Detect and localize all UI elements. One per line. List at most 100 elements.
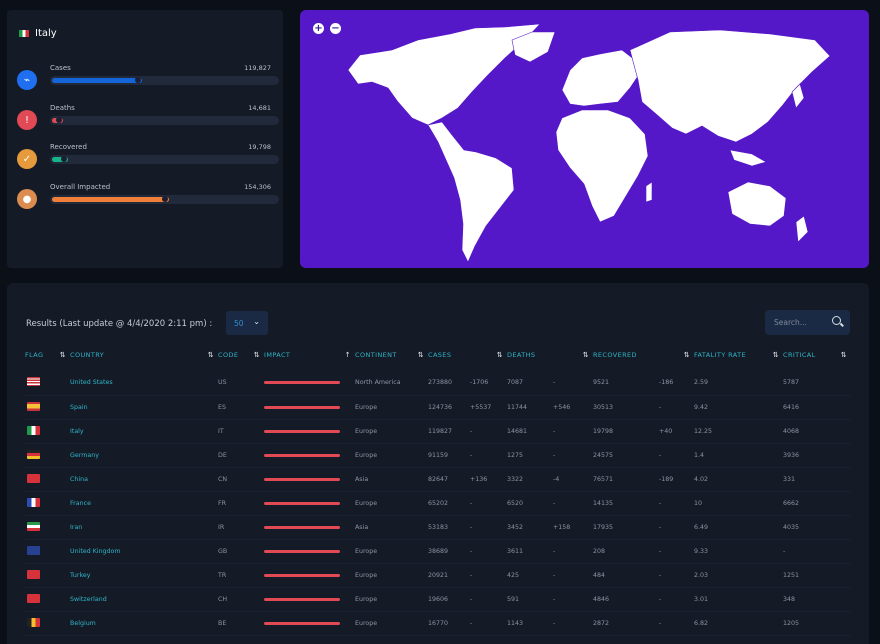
recovered-delta: - xyxy=(659,499,662,507)
stat-progress-knob xyxy=(162,196,168,202)
column-header-country[interactable]: COUNTRY ⇅ xyxy=(70,345,218,365)
country-name[interactable]: Switzerland xyxy=(70,587,218,612)
country-name[interactable]: France xyxy=(70,491,218,516)
country-name[interactable]: Germany xyxy=(70,443,218,468)
deaths-delta: - xyxy=(553,619,556,627)
deaths-value: 11744 xyxy=(507,403,528,411)
continent: Europe xyxy=(355,419,428,444)
column-header-cases[interactable]: CASES ⇅ xyxy=(428,345,507,365)
sort-icon[interactable]: ⇅ xyxy=(840,351,847,359)
sort-icon[interactable]: ⇅ xyxy=(59,351,66,359)
flag-cell xyxy=(25,515,70,540)
fatality-rate: 2.03 xyxy=(694,563,783,588)
column-header-recovered[interactable]: RECOVERED ⇅ xyxy=(593,345,694,365)
table-row[interactable]: United Kingdom GB Europe 38689-3611-208-9.3… xyxy=(25,539,851,564)
flag-cell xyxy=(25,611,70,636)
gb-flag-icon xyxy=(27,545,40,555)
cases-cell: 273880 -1706 xyxy=(428,371,507,396)
country-name[interactable]: Italy xyxy=(70,419,218,444)
recovered-value: 17935 xyxy=(593,523,614,531)
table-row[interactable]: Turkey TR Europe 20921 - 425 - 484 - 2.03 1251 xyxy=(25,563,851,588)
cases-delta: - xyxy=(470,523,473,531)
column-header-fatality-rate[interactable]: FATALITY RATE ⇅ xyxy=(694,345,783,365)
cases-delta: - xyxy=(470,571,473,579)
country-title: Italy xyxy=(35,28,57,39)
deaths-value: 1143 xyxy=(507,619,524,627)
column-header-critical[interactable]: CRITICAL ⇅ xyxy=(783,345,851,365)
table-row[interactable]: France FR Europe 65202 - 6520 - 14135 - 10 6662 xyxy=(25,491,851,516)
deaths-value: 6520 xyxy=(507,499,524,507)
stat-progress-fill xyxy=(52,197,169,202)
deaths-value: 3611 xyxy=(507,547,524,555)
critical: 6416 xyxy=(783,395,851,420)
deaths-cell: 3611 - xyxy=(507,539,593,564)
column-header-label: CRITICAL xyxy=(783,351,816,359)
cases-delta: - xyxy=(470,619,473,627)
cases-value: 124736 xyxy=(428,403,453,411)
table-row[interactable]: Spain ES Europe 124736 +5537 11744 +546 30513 - 9… xyxy=(25,395,851,420)
country-name[interactable]: United States xyxy=(70,371,218,396)
table-row[interactable]: China CN Asia 82647 +136 3322 -4 76571 -189 4.02 3… xyxy=(25,467,851,492)
impact-bar xyxy=(264,573,340,577)
deaths-cell: 1143 - xyxy=(507,611,593,636)
recovered-cell: 76571 -189 xyxy=(593,467,694,492)
critical: 1251 xyxy=(783,563,851,588)
search-icon[interactable] xyxy=(832,316,841,325)
column-header-continent[interactable]: CONTINENT ⇅ xyxy=(355,345,428,365)
country-name[interactable]: Belgium xyxy=(70,611,218,636)
sort-icon[interactable]: ⇅ xyxy=(496,351,503,359)
rows-per-page-value: 50 xyxy=(234,318,244,328)
zoom-in-button[interactable]: + xyxy=(313,23,324,34)
recovered-delta: - xyxy=(659,403,662,411)
table-row[interactable]: Iran IR Asia 53183 - 3452 +158 17935 - 6.49 4035 xyxy=(25,515,851,540)
sort-icon[interactable]: ⇅ xyxy=(683,351,690,359)
sort-icon[interactable]: ⇅ xyxy=(582,351,589,359)
impact-cell xyxy=(264,587,355,612)
sort-icon[interactable]: ⇅ xyxy=(417,351,424,359)
country-name[interactable]: Iran xyxy=(70,515,218,540)
stat-progress-fill xyxy=(52,78,142,83)
world-map[interactable]: + − xyxy=(300,10,869,268)
table-row[interactable]: Belgium BE Europe 16770 - 1143 - 2872 - 6.82 1205 xyxy=(25,611,851,636)
sort-icon[interactable]: ⇅ xyxy=(253,351,260,359)
impact-bar xyxy=(264,501,340,505)
recovered-cell: 208 - xyxy=(593,539,694,564)
impact-cell xyxy=(264,563,355,588)
country-name[interactable]: Spain xyxy=(70,395,218,420)
table-row[interactable]: Germany DE Europe 91159 - 1275 - 24575 - 1.4 3936 xyxy=(25,443,851,468)
de-flag-icon xyxy=(27,449,40,459)
country-name[interactable]: Turkey xyxy=(70,563,218,588)
impact-cell xyxy=(264,395,355,420)
column-header-code[interactable]: CODE ⇅ xyxy=(218,345,264,365)
results-label: Results (Last update @ 4/4/2020 2:11 pm)… xyxy=(26,319,213,329)
check-icon: ✓ xyxy=(17,149,37,169)
cases-delta: - xyxy=(470,499,473,507)
column-header-impact[interactable]: IMPACT ↑ xyxy=(264,345,355,365)
recovered-delta: - xyxy=(659,571,662,579)
table-row[interactable]: Switzerland CH Europe 19606 - 591 - 4846 - 3.01 34… xyxy=(25,587,851,612)
zoom-out-button[interactable]: − xyxy=(330,23,341,34)
continent: Asia xyxy=(355,467,428,492)
impact-bar xyxy=(264,429,340,433)
search-input[interactable]: Search... xyxy=(765,310,850,335)
column-header-flag[interactable]: FLAG ⇅ xyxy=(25,345,70,365)
sort-icon[interactable]: ↑ xyxy=(344,351,351,359)
rows-per-page-select[interactable]: 50 ⌄ xyxy=(226,311,268,335)
country-header: Italy xyxy=(19,28,57,39)
table-header-row: FLAG ⇅ COUNTRY ⇅ CODE ⇅ IMPACT ↑ CONTINENT ⇅ CASES… xyxy=(25,345,851,365)
deaths-delta: - xyxy=(553,379,556,387)
column-header-label: CODE xyxy=(218,351,239,359)
it-flag-icon xyxy=(27,425,40,435)
cases-delta: - xyxy=(470,451,473,459)
country-name[interactable]: United Kingdom xyxy=(70,539,218,564)
sort-icon[interactable]: ⇅ xyxy=(207,351,214,359)
column-header-label: CONTINENT xyxy=(355,351,397,359)
country-name[interactable]: China xyxy=(70,467,218,492)
column-header-deaths[interactable]: DEATHS ⇅ xyxy=(507,345,593,365)
sort-icon[interactable]: ⇅ xyxy=(772,351,779,359)
table-row[interactable]: Italy IT Europe 119827 - 14681 - 19798 +40 12.25 4… xyxy=(25,419,851,444)
cases-delta: - xyxy=(470,547,473,555)
world-map-svg[interactable] xyxy=(300,10,869,268)
deaths-value: 7087 xyxy=(507,379,524,387)
table-row[interactable]: United States US North America 273880 -1706 7… xyxy=(25,371,851,396)
